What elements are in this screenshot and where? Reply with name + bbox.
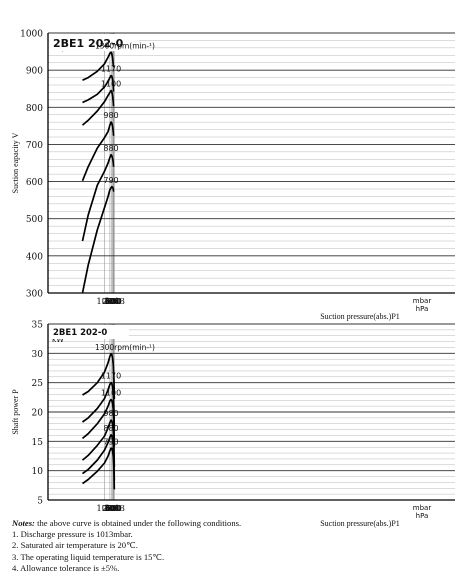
series-line [81,89,115,126]
title-box [49,325,129,339]
x-tick-label: 600 [105,297,121,307]
y-tick-label: 10 [32,467,44,477]
y-tick-label: 300 [26,290,43,300]
x-unit-mbar: mbar [413,504,432,512]
x-tick-label: 700 [106,297,122,307]
x-tick-label: 100 [96,297,112,307]
y-tick-label: 1000 [20,30,43,40]
series-line [81,153,115,242]
series-label: 1170 [101,65,121,74]
note-item: 2. Saturated air temperature is 20℃. [12,540,138,551]
series-label: 880 [103,424,118,433]
series-label: 1300rpm(min-¹) [95,41,155,50]
series-label: 880 [103,144,118,153]
x-tick-label: 600 [105,504,121,514]
series-label: 1300rpm(min-¹) [95,343,155,352]
note-item: 4. Allowance tolerance is ±5%. [12,562,120,573]
x-axis-label: Suction pressure(abs.)P1 [320,312,400,321]
x-tick-label: 700 [106,504,122,514]
series-line [82,74,115,104]
y-unit-label: kW [52,335,64,344]
series-label: 980 [103,409,118,418]
notes-block: Notes: the above curve is obtained under… [12,518,462,574]
y-tick-label: 35 [32,321,44,331]
chart-panel: 3004005006007008009001000100200300400500… [11,30,455,321]
y-tick-label: 400 [26,252,43,262]
x-tick-label: 100 [96,504,112,514]
title-box [49,34,139,51]
y-tick-label: 15 [32,438,44,448]
y-tick-label: 800 [26,104,43,114]
series-line [81,398,116,447]
chart-title: 2BE1 202-0 [53,328,107,338]
series-line [82,447,116,490]
x-tick-label: 300 [104,504,120,514]
series-label: 1100 [101,389,121,398]
y-tick-label: 900 [26,67,43,77]
series-label: 1170 [101,372,121,381]
series-line [82,51,115,81]
x-unit-hpa: hPa [416,512,429,520]
x-tick-label: 400 [105,504,121,514]
x-tick-label: 400 [105,297,121,307]
series-line [81,121,115,182]
x-axis-label: Suction pressure(abs.)P1 [320,519,400,528]
x-unit-hpa: hPa [416,305,429,313]
y-tick-label: 20 [32,409,44,419]
notes-title: Notes: [12,518,35,528]
series-label: 1100 [101,80,121,89]
x-tick-label: 200 [102,504,118,514]
series-line [81,185,115,294]
series-label: 790 [103,437,118,446]
y-tick-label: 25 [32,379,44,389]
x-tick-label: 200 [102,297,118,307]
y-axis-label: Suction eapacity V [11,132,20,193]
y-axis-label: Shaft power P [11,389,20,435]
x-unit-mbar: mbar [413,297,432,305]
note-item: 1. Discharge pressure is 1013mbar. [12,529,133,540]
x-tick-label: 500 [105,297,121,307]
y-tick-label: 700 [26,141,43,151]
series-label: 790 [103,176,118,185]
series-label: 980 [103,111,118,120]
notes-intro: the above curve is obtained under the fo… [34,518,242,528]
note-item: 3. The operating liquid temperature is 1… [12,551,165,562]
x-tick-label: 1013 [103,504,125,514]
chart-title: 2BE1 202-0 [53,37,124,50]
series-line [81,419,116,468]
y-tick-label: 5 [37,497,43,507]
x-tick-label: 300 [104,297,120,307]
y-tick-label: 600 [26,178,43,188]
series-line [82,353,116,400]
y-tick-label: 500 [26,215,43,225]
x-tick-label: 500 [105,504,121,514]
y-tick-label: 30 [32,350,44,360]
series-line [82,381,116,431]
x-tick-label: 1013 [103,297,125,307]
